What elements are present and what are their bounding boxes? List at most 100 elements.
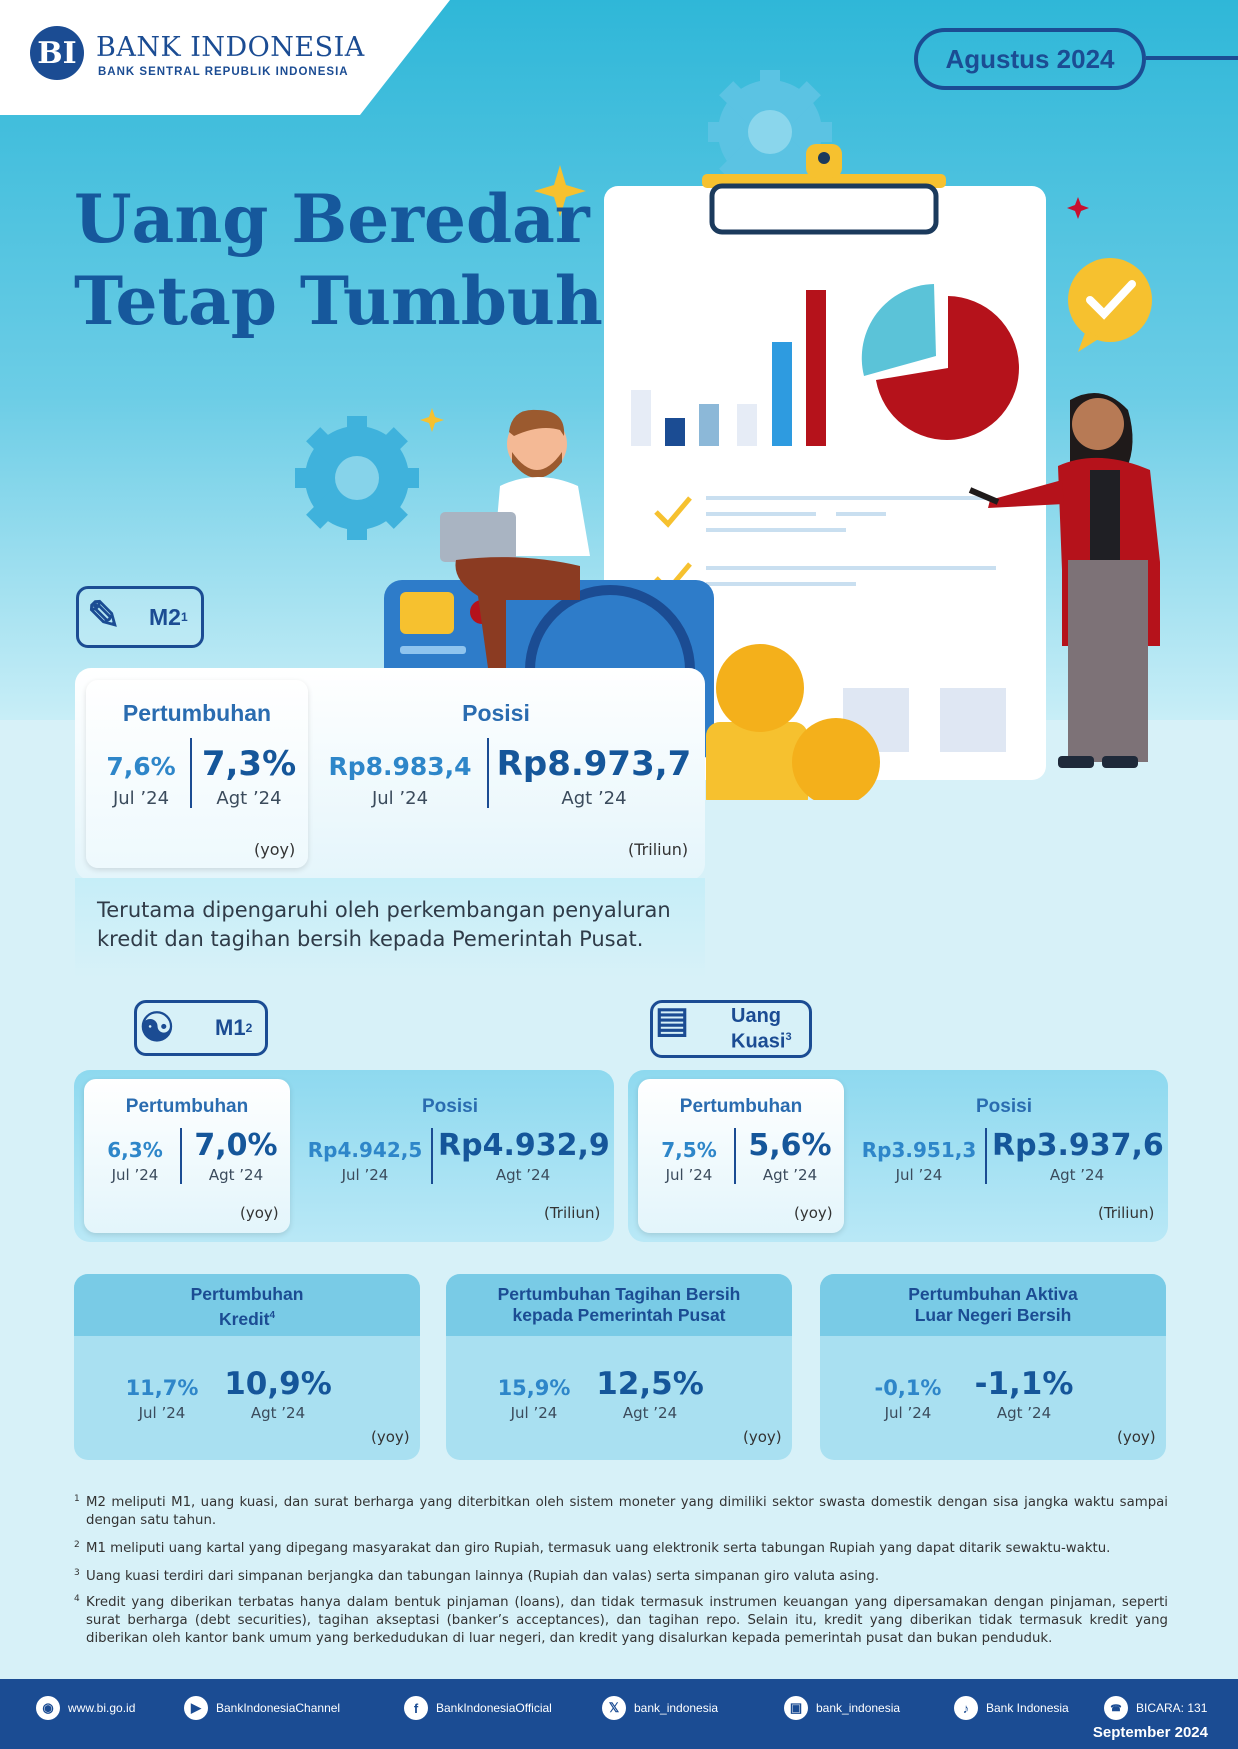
bicara-icon: ☎ <box>1104 1696 1128 1720</box>
aktiva-current: -1,1% <box>974 1366 1074 1402</box>
footer-link-website[interactable]: ◉ www.bi.go.id <box>36 1696 135 1720</box>
m1-growth-panel <box>84 1079 290 1233</box>
aktiva-title-line-1: Pertumbuhan Aktiva <box>908 1284 1078 1304</box>
divider <box>985 1128 987 1184</box>
m1-position-unit: (Triliun) <box>544 1204 601 1222</box>
tagihan-bersih-card: Pertumbuhan Tagihan Bersih kepada Pemeri… <box>446 1274 792 1460</box>
uang-kuasi-growth-unit: (yoy) <box>794 1204 833 1222</box>
x-icon: 𝕏 <box>602 1696 626 1720</box>
m2-position-unit: (Triliun) <box>628 840 689 859</box>
footnote-number: 4 <box>74 1594 80 1604</box>
footer-link-bicara[interactable]: ☎ BICARA: 131 <box>1104 1696 1207 1720</box>
uang-kuasi-badge: ▤ Uang Kuasi3 <box>650 1000 812 1058</box>
footer-link-label: BankIndonesiaOfficial <box>436 1701 552 1715</box>
uang-kuasi-growth-label: Pertumbuhan <box>679 1096 803 1117</box>
footer-link-label: bank_indonesia <box>816 1701 901 1715</box>
footnote-text: Uang kuasi terdiri dari simpanan berjang… <box>86 1569 880 1584</box>
aktiva-current-period: Agt ’24 <box>996 1404 1052 1422</box>
uang-kuasi-position-prev: Rp3.951,3 <box>861 1138 977 1162</box>
footer-link-instagram[interactable]: ▣ bank_indonesia <box>784 1696 900 1720</box>
logo-title: BANK INDONESIA <box>96 32 365 63</box>
uang-kuasi-growth-panel <box>638 1079 844 1233</box>
m2-badge: ✎ M2 1 <box>76 586 204 648</box>
footer-link-facebook[interactable]: f BankIndonesiaOfficial <box>404 1696 552 1720</box>
footer-link-tiktok[interactable]: ♪ Bank Indonesia <box>954 1696 1069 1720</box>
uang-kuasi-badge-text: Uang Kuasi3 <box>731 1004 792 1053</box>
facebook-icon: f <box>404 1696 428 1720</box>
uang-kuasi-badge-line-1: Uang <box>731 1004 781 1027</box>
m1-badge-sup: 2 <box>245 1021 253 1035</box>
bank-indonesia-logo-icon: BI <box>30 26 84 80</box>
m2-growth-unit: (yoy) <box>254 840 296 859</box>
footnote-number: 2 <box>74 1540 80 1550</box>
m2-position-prev-period: Jul ’24 <box>371 788 429 809</box>
kredit-card-title: Pertumbuhan Kredit4 <box>74 1274 420 1336</box>
footer: ◉ www.bi.go.id ▶ BankIndonesiaChannel f … <box>0 1679 1238 1749</box>
page-title: Uang Beredar Tetap Tumbuh <box>74 178 603 342</box>
youtube-icon: ▶ <box>184 1696 208 1720</box>
footer-link-label: bank_indonesia <box>634 1701 719 1715</box>
m1-growth-prev-period: Jul ’24 <box>111 1166 159 1184</box>
period-badge: Agustus 2024 <box>914 28 1146 90</box>
uang-kuasi-growth-current: 5,6% <box>748 1128 832 1163</box>
m1-position-label: Posisi <box>422 1096 478 1117</box>
m1-growth-current: 7,0% <box>194 1128 278 1163</box>
footer-link-youtube[interactable]: ▶ BankIndonesiaChannel <box>184 1696 340 1720</box>
divider <box>487 738 489 808</box>
footer-link-label: BankIndonesiaChannel <box>216 1701 341 1715</box>
period-line <box>1146 56 1238 60</box>
kredit-title-line-1: Pertumbuhan <box>190 1284 304 1304</box>
footnote-text: Kredit yang diberikan terbatas hanya dal… <box>86 1595 1168 1646</box>
footer-link-x[interactable]: 𝕏 bank_indonesia <box>602 1696 718 1720</box>
divider <box>734 1128 736 1184</box>
m2-description: Terutama dipengaruhi oleh perkembangan p… <box>75 878 705 978</box>
m2-badge-sup: 1 <box>180 610 188 624</box>
uang-kuasi-growth-current-period: Agt ’24 <box>762 1166 818 1184</box>
footer-link-label: BICARA: 131 <box>1136 1701 1208 1715</box>
footer-link-label: www.bi.go.id <box>68 1701 136 1715</box>
tagihan-title-line-1: Pertumbuhan Tagihan Bersih <box>497 1284 741 1304</box>
uang-kuasi-position-unit: (Triliun) <box>1098 1204 1155 1222</box>
m2-growth-panel <box>86 680 308 868</box>
kredit-prev-period: Jul ’24 <box>138 1404 186 1422</box>
tagihan-current-period: Agt ’24 <box>622 1404 678 1422</box>
uang-kuasi-growth-prev-period: Jul ’24 <box>665 1166 713 1184</box>
aktiva-prev-period: Jul ’24 <box>884 1404 932 1422</box>
m2-position-current-period: Agt ’24 <box>561 788 627 809</box>
m1-badge-label: M1 <box>215 1015 246 1040</box>
m1-position-current-period: Agt ’24 <box>495 1166 551 1184</box>
kredit-current: 10,9% <box>224 1366 332 1402</box>
m2-badge-label: M2 <box>149 603 181 630</box>
kredit-title-line-2: Kredit <box>218 1308 270 1329</box>
uang-kuasi-position-current-period: Agt ’24 <box>1049 1166 1105 1184</box>
divider <box>180 1128 182 1184</box>
logo-subtitle: BANK SENTRAL REPUBLIK INDONESIA <box>98 66 349 78</box>
instagram-icon: ▣ <box>784 1696 808 1720</box>
uang-kuasi-position-prev-period: Jul ’24 <box>895 1166 943 1184</box>
tagihan-unit: (yoy) <box>743 1428 782 1446</box>
m2-growth-prev: 7,6% <box>106 752 176 781</box>
footnote-text: M2 meliputi M1, uang kuasi, dan surat be… <box>86 1495 1168 1528</box>
title-line-1: Uang Beredar <box>74 180 590 258</box>
m1-growth-prev: 6,3% <box>107 1138 163 1162</box>
globe-icon: ◉ <box>36 1696 60 1720</box>
uang-kuasi-growth-prev: 7,5% <box>661 1138 717 1162</box>
footer-link-label: Bank Indonesia <box>986 1701 1069 1715</box>
kredit-prev: 11,7% <box>125 1376 199 1400</box>
kredit-current-period: Agt ’24 <box>250 1404 306 1422</box>
footnote-text: M1 meliputi uang kartal yang dipegang ma… <box>86 1541 1111 1556</box>
kredit-card: Pertumbuhan Kredit4 11,7% Jul ’24 10,9% … <box>74 1274 420 1460</box>
tagihan-current: 12,5% <box>596 1366 704 1402</box>
m2-growth-prev-period: Jul ’24 <box>112 788 170 809</box>
footnote-number: 3 <box>74 1568 80 1578</box>
m1-position-prev: Rp4.942,5 <box>307 1138 423 1162</box>
m2-position-prev: Rp8.983,4 <box>328 752 472 781</box>
m2-position-label: Posisi <box>462 700 530 726</box>
uang-kuasi-badge-sup: 3 <box>785 1030 792 1043</box>
aktiva-luar-negeri-card: Pertumbuhan Aktiva Luar Negeri Bersih -0… <box>820 1274 1166 1460</box>
uang-kuasi-position-current: Rp3.937,6 <box>992 1128 1164 1163</box>
tagihan-prev-period: Jul ’24 <box>510 1404 558 1422</box>
m1-growth-label: Pertumbuhan <box>125 1096 249 1117</box>
m2-growth-current: 7,3% <box>201 744 297 784</box>
m1-badge: ☯ M1 2 <box>134 1000 268 1056</box>
